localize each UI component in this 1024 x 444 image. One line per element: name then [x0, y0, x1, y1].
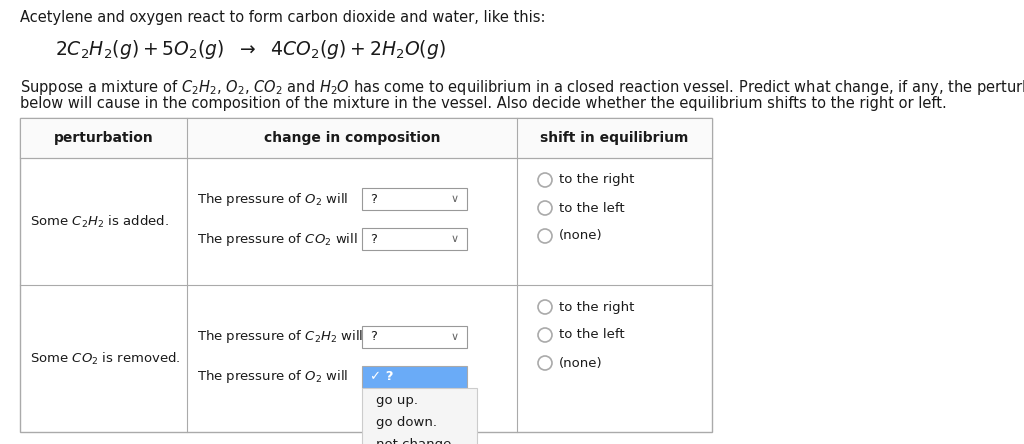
- Text: go down.: go down.: [376, 416, 437, 429]
- Bar: [362, 229, 467, 250]
- Bar: [362, 365, 467, 388]
- Text: ∨: ∨: [451, 194, 459, 205]
- Text: shift in equilibrium: shift in equilibrium: [541, 131, 689, 145]
- Text: ∨: ∨: [451, 332, 459, 341]
- Bar: [20, 118, 712, 158]
- Text: The pressure of $O_2$ will: The pressure of $O_2$ will: [197, 368, 348, 385]
- Text: (none): (none): [559, 357, 603, 369]
- Text: to the right: to the right: [559, 174, 635, 186]
- Bar: [362, 388, 477, 444]
- Text: to the left: to the left: [559, 202, 625, 214]
- Text: Acetylene and oxygen react to form carbon dioxide and water, like this:: Acetylene and oxygen react to form carbo…: [20, 10, 546, 25]
- Bar: [20, 118, 712, 432]
- Text: ?: ?: [370, 233, 377, 246]
- Text: to the right: to the right: [559, 301, 635, 313]
- Text: not change.: not change.: [376, 438, 456, 444]
- Bar: [362, 325, 467, 348]
- Text: Some $CO_2$ is removed.: Some $CO_2$ is removed.: [30, 350, 180, 367]
- Text: ?: ?: [370, 330, 377, 343]
- Text: ?: ?: [370, 193, 377, 206]
- Text: Some $C_2H_2$ is added.: Some $C_2H_2$ is added.: [30, 214, 169, 230]
- Text: to the left: to the left: [559, 329, 625, 341]
- Text: $2C_2H_2(g)+5O_2(g)\ \ \rightarrow\ \ 4CO_2(g)+2H_2O(g)$: $2C_2H_2(g)+5O_2(g)\ \ \rightarrow\ \ 4C…: [55, 38, 445, 61]
- Text: ✓ ?: ✓ ?: [370, 370, 393, 383]
- Text: ∨: ∨: [451, 234, 459, 245]
- Text: perturbation: perturbation: [53, 131, 154, 145]
- Text: change in composition: change in composition: [264, 131, 440, 145]
- Text: go up.: go up.: [376, 394, 418, 407]
- Text: The pressure of $O_2$ will: The pressure of $O_2$ will: [197, 191, 348, 208]
- Bar: [362, 189, 467, 210]
- Text: Suppose a mixture of $C_2H_2$, $O_2$, $CO_2$ and $H_2O$ has come to equilibrium : Suppose a mixture of $C_2H_2$, $O_2$, $C…: [20, 78, 1024, 97]
- Text: The pressure of $C_2H_2$ will: The pressure of $C_2H_2$ will: [197, 328, 364, 345]
- Text: The pressure of $CO_2$ will: The pressure of $CO_2$ will: [197, 231, 357, 248]
- Text: below will cause in the composition of the mixture in the vessel. Also decide wh: below will cause in the composition of t…: [20, 96, 947, 111]
- Text: (none): (none): [559, 230, 603, 242]
